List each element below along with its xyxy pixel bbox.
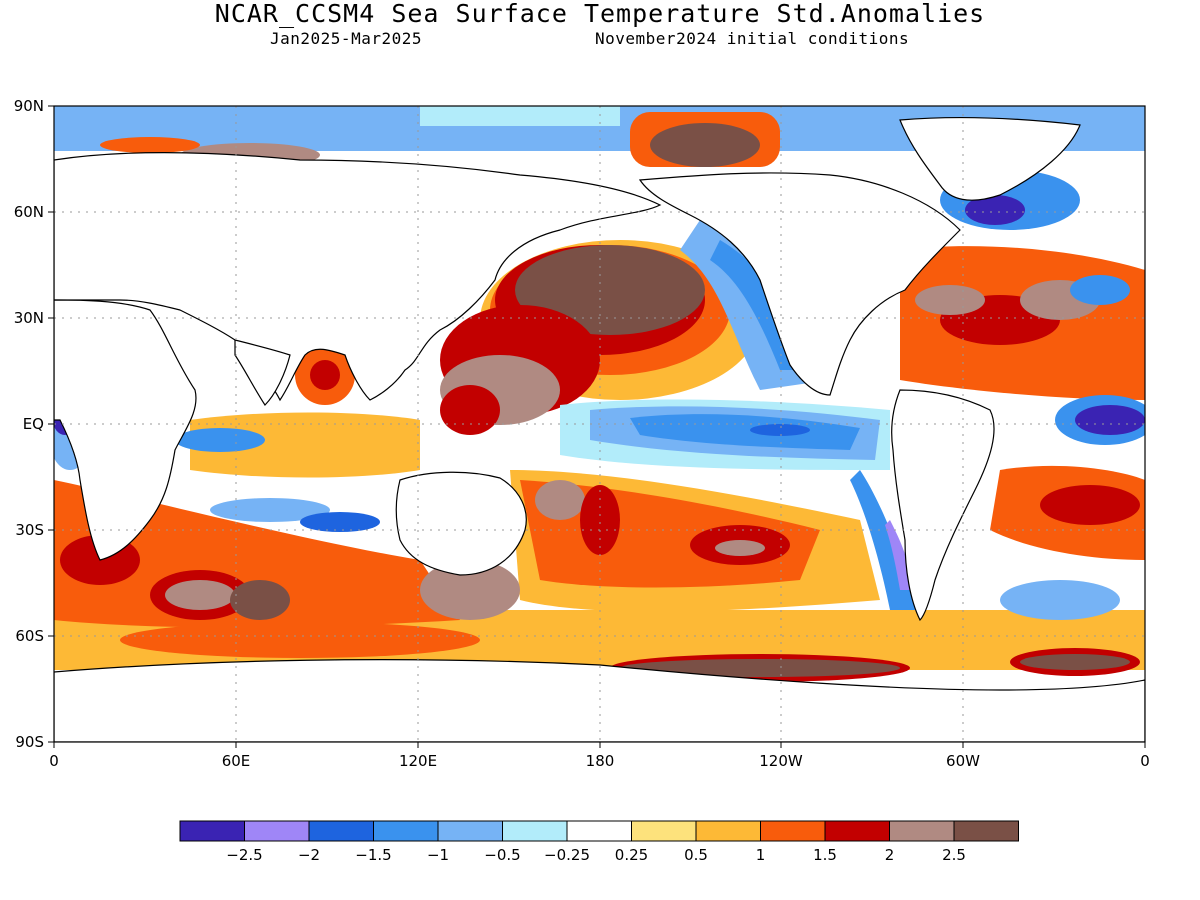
lat-label-90n: 90N bbox=[14, 97, 44, 115]
colorbar-label: −2.5 bbox=[226, 846, 262, 864]
lon-label-60e: 60E bbox=[222, 752, 251, 770]
lat-label-eq: EQ bbox=[23, 415, 44, 433]
lon-label-120e: 120E bbox=[399, 752, 437, 770]
latitude-labels: 90N 60N 30N EQ 30S 60S 90S bbox=[14, 97, 44, 751]
colorbar-swatch bbox=[760, 820, 826, 842]
lon-label-60w: 60W bbox=[946, 752, 980, 770]
lat-label-60s: 60S bbox=[15, 627, 44, 645]
lat-label-60n: 60N bbox=[14, 203, 44, 221]
colorbar-swatch bbox=[373, 820, 439, 842]
colorbar-label: 0.25 bbox=[615, 846, 648, 864]
colorbar-label: −1 bbox=[427, 846, 449, 864]
colorbar-swatch bbox=[244, 820, 310, 842]
colorbar-label: −0.5 bbox=[484, 846, 520, 864]
lat-label-30n: 30N bbox=[14, 309, 44, 327]
lat-label-30s: 30S bbox=[15, 521, 44, 539]
colorbar-swatch bbox=[824, 820, 890, 842]
colorbar-label: 0.5 bbox=[684, 846, 708, 864]
colorbar-labels: −2.5 −2 −1.5 −1 −0.5 −0.25 0.25 0.5 1 1.5 2 2.5 bbox=[226, 846, 966, 864]
colorbar-swatch bbox=[308, 820, 374, 842]
colorbar-label: 2 bbox=[885, 846, 895, 864]
colorbar-label: −1.5 bbox=[355, 846, 391, 864]
gridlines bbox=[54, 106, 1145, 742]
colorbar-swatch bbox=[695, 820, 761, 842]
colorbar-swatch bbox=[631, 820, 697, 842]
colorbar-label: 2.5 bbox=[942, 846, 966, 864]
colorbar-swatch bbox=[889, 820, 955, 842]
continents bbox=[54, 116, 1145, 742]
colorbar-swatch bbox=[502, 820, 568, 842]
initial-conditions-label: November2024 initial conditions bbox=[595, 29, 910, 48]
lon-label-180: 180 bbox=[586, 752, 615, 770]
map-title: NCAR_CCSM4 Sea Surface Temperature Std.A… bbox=[214, 0, 986, 28]
colorbar-label: −0.25 bbox=[544, 846, 590, 864]
lat-label-90s: 90S bbox=[15, 733, 44, 751]
lon-label-0: 0 bbox=[49, 752, 59, 770]
colorbar-swatch bbox=[566, 820, 632, 842]
colorbar-label: 1.5 bbox=[813, 846, 837, 864]
lon-label-0-east: 0 bbox=[1140, 752, 1150, 770]
forecast-period: Jan2025-Mar2025 bbox=[270, 29, 422, 48]
colorbar-label: 1 bbox=[756, 846, 766, 864]
longitude-labels: 0 60E 120E 180 120W 60W 0 bbox=[49, 752, 1150, 770]
lon-label-120w: 120W bbox=[759, 752, 803, 770]
tick-marks bbox=[48, 105, 1146, 748]
colorbar-swatch bbox=[179, 820, 245, 842]
colorbar-label: −2 bbox=[298, 846, 320, 864]
colorbar bbox=[179, 820, 1019, 842]
colorbar-swatch bbox=[437, 820, 503, 842]
colorbar-swatch bbox=[953, 820, 1019, 842]
